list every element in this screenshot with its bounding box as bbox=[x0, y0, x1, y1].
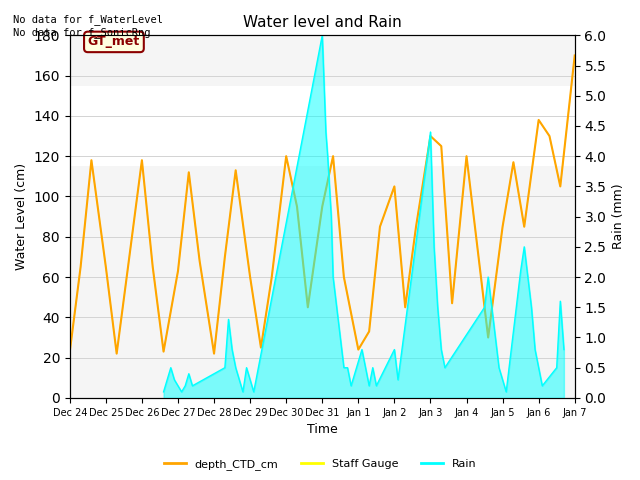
Bar bbox=[70, 86, 575, 166]
Title: Water level and Rain: Water level and Rain bbox=[243, 15, 402, 30]
Legend: depth_CTD_cm, Staff Gauge, Rain: depth_CTD_cm, Staff Gauge, Rain bbox=[159, 455, 481, 474]
X-axis label: Time: Time bbox=[307, 423, 338, 436]
Y-axis label: Water Level (cm): Water Level (cm) bbox=[15, 163, 28, 270]
Y-axis label: Rain (mm): Rain (mm) bbox=[612, 184, 625, 250]
Text: GT_met: GT_met bbox=[88, 36, 140, 48]
Text: No data for f_WaterLevel
No data for f_SonicRng: No data for f_WaterLevel No data for f_S… bbox=[13, 14, 163, 38]
